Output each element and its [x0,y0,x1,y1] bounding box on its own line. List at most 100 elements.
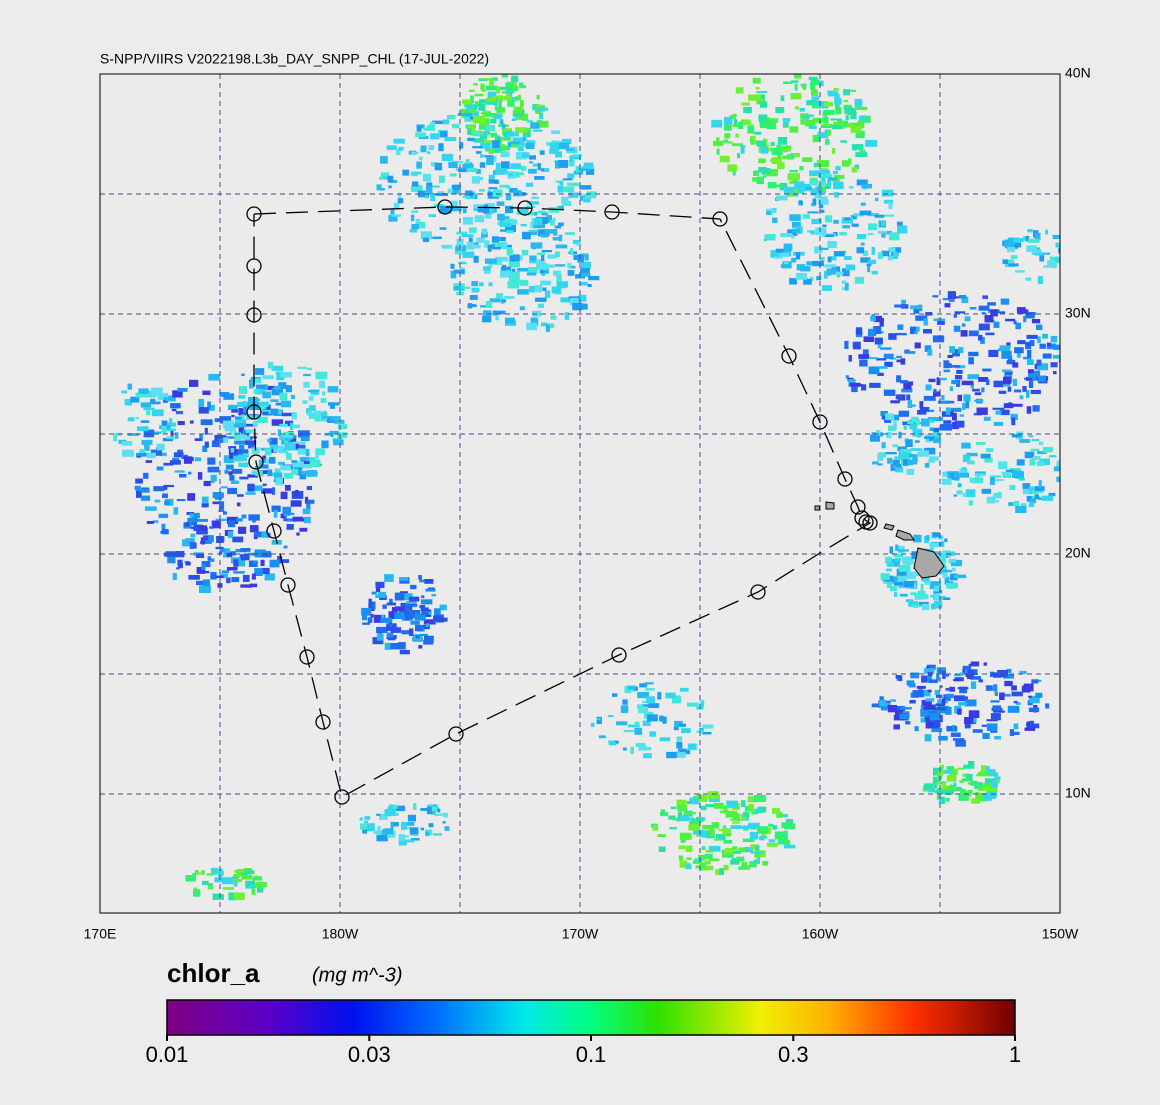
patch [932,434,940,440]
patch [676,799,687,808]
patch [811,89,818,96]
patch [261,531,268,538]
patch [424,191,429,199]
patch [941,698,946,706]
patch [883,389,896,396]
patch [503,95,512,101]
patch [273,510,278,518]
patch [709,858,719,862]
patch [362,823,367,831]
patch [849,185,854,189]
patch [153,431,162,434]
patch [253,389,258,394]
patch [984,778,996,785]
patch [888,333,897,340]
patch [810,188,819,196]
patch [880,573,890,580]
patch [990,309,998,317]
patch [876,358,887,361]
patch [265,385,276,391]
patch [403,827,414,830]
patch [931,727,943,733]
patch [851,385,858,393]
patch [474,138,485,143]
patch [869,357,878,360]
patch [852,342,858,349]
patch [939,764,944,769]
patch [658,846,666,852]
patch [816,276,822,281]
patch [370,601,376,610]
patch [552,237,561,241]
patch [758,158,766,164]
patch [928,456,939,461]
patch [976,407,988,415]
patch [278,382,287,389]
patch [520,223,527,227]
patch [1024,451,1035,459]
patch [269,444,278,449]
patch [885,452,897,455]
patch [411,838,420,841]
patch [561,196,569,204]
patch [402,169,409,176]
patch [424,635,434,643]
station [837,471,853,487]
patch [841,217,853,224]
patch [382,176,390,179]
patch [780,95,785,102]
patch [450,205,462,212]
patch [401,630,412,635]
patch [1050,335,1058,343]
patch [364,816,371,820]
patch [302,464,312,469]
patch [860,115,867,121]
patch [204,441,209,448]
patch [243,402,254,410]
patch [856,234,867,239]
patch [456,231,468,235]
patch [530,122,540,129]
patch [451,200,458,208]
patch [218,551,223,555]
patch [483,266,491,271]
patch [832,171,838,174]
patch [569,155,581,160]
patch [215,440,225,443]
patch [262,483,267,486]
patch [274,409,282,415]
patch [640,704,653,708]
patch [954,311,966,314]
patch [1037,336,1041,344]
patch [526,322,537,331]
patch [512,110,525,118]
patch [245,881,249,886]
patch [262,391,271,399]
patch [851,167,857,173]
patch [894,592,898,597]
patch [579,195,584,201]
patch [657,692,662,700]
patch [936,667,946,675]
patch [498,100,502,108]
patch [226,577,231,584]
patch [881,189,894,197]
patch [881,231,886,238]
patch [238,526,247,534]
patch [923,395,936,401]
patch [249,436,257,439]
patch [189,420,194,424]
patch [258,459,264,466]
patch [963,792,967,797]
patch [273,445,284,453]
patch [794,83,798,91]
patch [932,335,945,343]
station [437,199,453,215]
patch [911,416,919,423]
patch [1034,232,1041,241]
patch [1014,270,1025,273]
patch [741,814,748,820]
patch [851,144,864,150]
patch [926,664,936,670]
patch [314,410,322,417]
